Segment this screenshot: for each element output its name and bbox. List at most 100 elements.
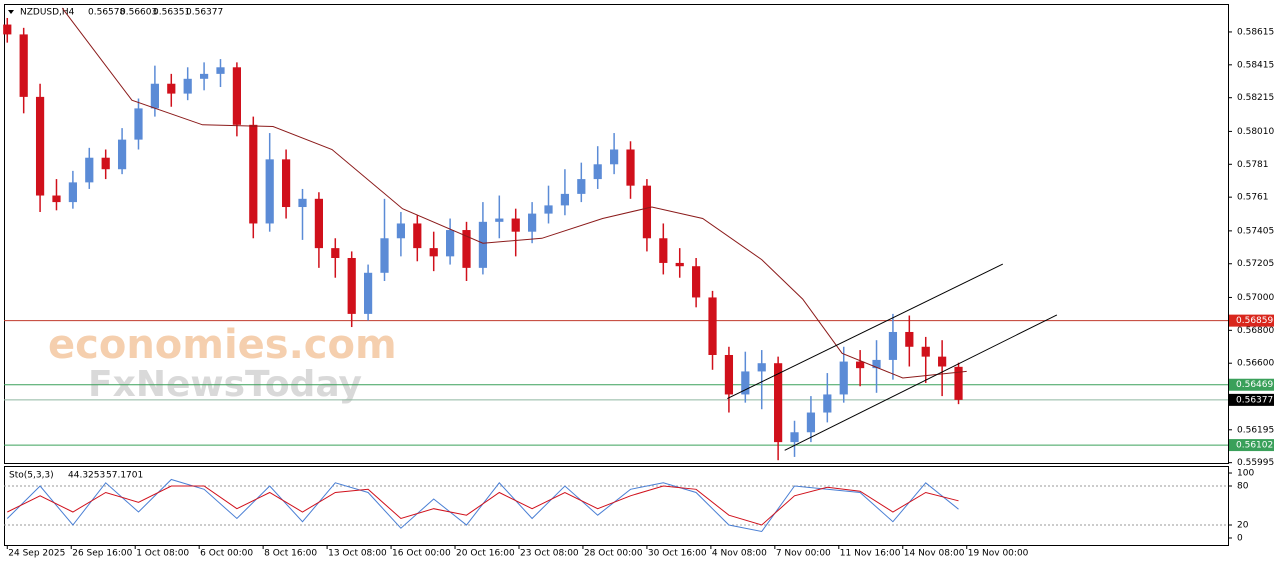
level-label-box <box>1229 439 1274 452</box>
candle-body <box>495 218 504 222</box>
candle-body <box>528 213 537 232</box>
candle-body <box>626 149 635 186</box>
low: 0.56351 <box>153 8 190 18</box>
y-tick-label: 0.56800 <box>1237 326 1274 336</box>
x-tick-label: 1 Oct 08:00 <box>136 549 189 559</box>
x-tick-label: 4 Nov 08:00 <box>712 549 767 559</box>
candle-body <box>150 83 159 109</box>
candle-body <box>610 149 619 165</box>
x-tick-label: 11 Nov 16:00 <box>840 549 901 559</box>
candle-body <box>708 297 717 355</box>
candle-body <box>511 218 520 232</box>
y-tick-label: 0.55995 <box>1237 458 1274 468</box>
level-label-box <box>1229 378 1274 391</box>
candle-body <box>298 198 307 208</box>
candle-body <box>347 257 356 314</box>
candle-body <box>577 179 586 194</box>
candle-body <box>872 359 881 369</box>
candle-body <box>3 24 12 35</box>
candle-body <box>429 248 438 257</box>
candle-body <box>396 223 406 239</box>
indicator-line <box>7 485 959 526</box>
candle-body <box>183 78 192 94</box>
y-tick-label: 0.58215 <box>1237 93 1274 103</box>
trend-line <box>727 263 1004 400</box>
x-tick-label: 23 Oct 08:00 <box>520 549 579 559</box>
candle-body <box>413 223 422 249</box>
indicator-signal: 57.1701 <box>106 471 143 481</box>
y-tick-label: 0.57205 <box>1237 259 1274 269</box>
x-tick-label: 14 Nov 08:00 <box>904 549 965 559</box>
candle-body <box>446 230 455 257</box>
x-tick-label: 20 Oct 16:00 <box>456 549 515 559</box>
candle-body <box>101 157 110 170</box>
indicator-line <box>6 478 959 533</box>
candle-body <box>265 159 274 224</box>
candle-body <box>692 266 701 298</box>
candle-body <box>724 354 734 395</box>
candle-body <box>675 262 684 267</box>
level-label-box <box>1229 393 1274 406</box>
level-label: 0.56377 <box>1236 395 1273 405</box>
high: 0.56603 <box>120 8 157 18</box>
candle-body <box>921 346 930 357</box>
x-tick-label: 24 Sep 2025 <box>8 549 65 559</box>
candle-body <box>85 157 94 183</box>
candle-body <box>314 198 323 249</box>
candle-body <box>167 83 176 94</box>
y-tick-label: 20 <box>1237 520 1249 530</box>
candle-body <box>19 34 28 97</box>
trend-line <box>784 314 1058 451</box>
candle-body <box>52 195 61 203</box>
y-tick-label: 0.57405 <box>1237 226 1274 236</box>
candle-body <box>856 361 865 369</box>
candle-body <box>823 394 832 413</box>
x-tick-label: 30 Oct 16:00 <box>648 549 707 559</box>
moving-average <box>61 7 967 379</box>
candle-body <box>462 230 471 268</box>
main-frame <box>4 4 1229 464</box>
x-tick-label: 26 Sep 16:00 <box>72 549 132 559</box>
candle-body <box>839 361 848 395</box>
candle-body <box>642 185 652 239</box>
level-label: 0.56469 <box>1236 380 1273 390</box>
candle-body <box>905 331 914 347</box>
open: 0.56578 <box>88 8 125 18</box>
candle-body <box>331 248 340 258</box>
candle-body <box>806 412 816 433</box>
candle-body <box>281 159 291 208</box>
x-tick-label: 6 Oct 00:00 <box>200 549 253 559</box>
candle-body <box>232 67 241 125</box>
symbol: NZDUSD,H4 <box>20 8 75 18</box>
y-tick-label: 0.56195 <box>1237 425 1274 435</box>
indicator-main: 44.3253 <box>68 471 105 481</box>
y-tick-label: 0.5761 <box>1237 193 1269 203</box>
watermark: economies.com <box>48 322 397 368</box>
candle-body <box>134 108 143 140</box>
x-tick-label: 19 Nov 00:00 <box>968 549 1029 559</box>
candle-body <box>774 363 783 443</box>
y-tick-label: 0.58615 <box>1237 27 1274 37</box>
candle-body <box>938 356 947 367</box>
y-tick-label: 0.56600 <box>1237 359 1274 369</box>
candle-body <box>364 272 373 314</box>
candle-body <box>560 193 570 206</box>
y-tick-label: 0.58010 <box>1237 127 1274 137</box>
candle-body <box>199 73 209 79</box>
x-tick-label: 28 Oct 00:00 <box>584 549 643 559</box>
y-tick-label: 80 <box>1237 482 1249 492</box>
menu-arrow[interactable] <box>8 10 14 14</box>
candle-body <box>888 331 898 360</box>
close: 0.56377 <box>186 8 223 18</box>
candle-body <box>117 139 127 170</box>
x-tick-label: 13 Oct 08:00 <box>328 549 387 559</box>
candle-body <box>544 205 553 214</box>
level-label: 0.56102 <box>1236 441 1273 451</box>
candle-body <box>757 363 766 372</box>
candle-body <box>249 124 258 224</box>
indicator-frame <box>4 466 1229 546</box>
level-label: 0.56859 <box>1236 316 1273 326</box>
candle-body <box>741 371 750 395</box>
y-tick-label: 0.5781 <box>1237 160 1269 170</box>
